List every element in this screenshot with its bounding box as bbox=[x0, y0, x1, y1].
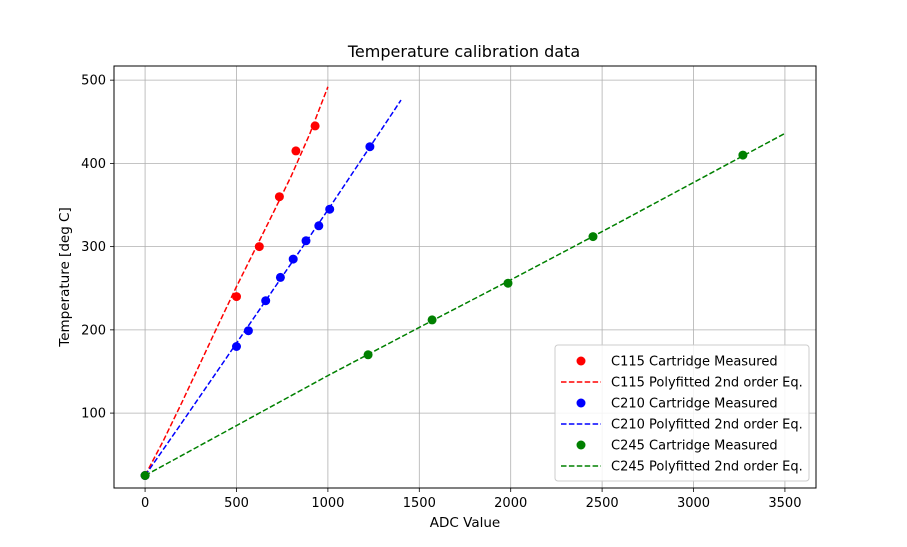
x-tick-label: 2000 bbox=[494, 496, 527, 511]
legend-entry: C245 Cartridge Measured bbox=[611, 439, 778, 454]
legend-box bbox=[554, 344, 810, 482]
c210-cartridge-measured-point bbox=[288, 254, 298, 264]
c115-cartridge-measured-point bbox=[310, 121, 320, 131]
c245-cartridge-measured-point bbox=[588, 232, 598, 242]
y-tick-label: 500 bbox=[81, 74, 106, 89]
x-tick-label: 1000 bbox=[311, 496, 344, 511]
y-tick-label: 100 bbox=[81, 407, 106, 422]
axis-ticks: 0 500 1000 1500 2000 2500 3000 3500 100 200 300 400… bbox=[81, 74, 801, 511]
legend-marker bbox=[576, 398, 586, 408]
legend-entry: C210 Polyfitted 2nd order Eq. bbox=[611, 418, 803, 433]
x-tick-label: 0 bbox=[141, 496, 149, 511]
c245-polyfitted-2nd-order-eq-line bbox=[144, 132, 786, 477]
c245-cartridge-measured-point bbox=[363, 350, 373, 360]
legend-entry: C210 Cartridge Measured bbox=[611, 397, 778, 412]
y-axis-label: Temperature [deg C] bbox=[57, 207, 73, 348]
c210-cartridge-measured-point bbox=[243, 326, 253, 336]
plot-frame bbox=[113, 65, 817, 489]
c210-cartridge-measured-point bbox=[365, 142, 375, 152]
c210-cartridge-measured-point bbox=[261, 296, 271, 306]
c245-cartridge-measured-point bbox=[140, 471, 150, 480]
grid-lines bbox=[114, 66, 816, 488]
c115-cartridge-measured-point bbox=[232, 292, 241, 302]
c245-cartridge-measured-point bbox=[503, 278, 513, 288]
legend-entry: C245 Polyfitted 2nd order Eq. bbox=[611, 460, 803, 475]
c210-cartridge-measured-point bbox=[314, 221, 324, 231]
chart-title: Temperature calibration data bbox=[347, 42, 580, 61]
c210-cartridge-measured-point bbox=[325, 204, 335, 214]
y-tick-label: 300 bbox=[81, 240, 106, 255]
legend-entry: C115 Cartridge Measured bbox=[611, 355, 778, 370]
x-tick-label: 500 bbox=[224, 496, 249, 511]
x-tick-label: 1500 bbox=[403, 496, 436, 511]
c115-cartridge-measured-point bbox=[291, 146, 301, 156]
y-tick-label: 200 bbox=[81, 323, 106, 338]
x-tick-label: 3500 bbox=[768, 496, 801, 511]
legend: C115 Cartridge Measured C115 Polyfitted 2… bbox=[554, 344, 810, 482]
x-tick-label: 3000 bbox=[677, 496, 710, 511]
c115-cartridge-measured-point bbox=[274, 192, 284, 202]
series-layer bbox=[140, 86, 786, 480]
c245-cartridge-measured-point bbox=[427, 315, 437, 325]
legend-marker bbox=[576, 356, 586, 366]
y-tick-label: 400 bbox=[81, 157, 106, 172]
legend-marker bbox=[576, 440, 586, 450]
c245-cartridge-measured-point bbox=[738, 150, 748, 160]
c210-cartridge-measured-point bbox=[301, 236, 311, 246]
x-tick-label: 2500 bbox=[586, 496, 619, 511]
c210-cartridge-measured-point bbox=[275, 272, 285, 282]
c210-polyfitted-2nd-order-eq-line bbox=[144, 99, 402, 476]
x-axis-label: ADC Value bbox=[430, 515, 500, 531]
legend-entry: C115 Polyfitted 2nd order Eq. bbox=[611, 376, 803, 391]
c115-polyfitted-2nd-order-eq-line bbox=[144, 86, 329, 476]
c210-cartridge-measured-point bbox=[232, 342, 241, 351]
c115-cartridge-measured-point bbox=[254, 242, 264, 252]
